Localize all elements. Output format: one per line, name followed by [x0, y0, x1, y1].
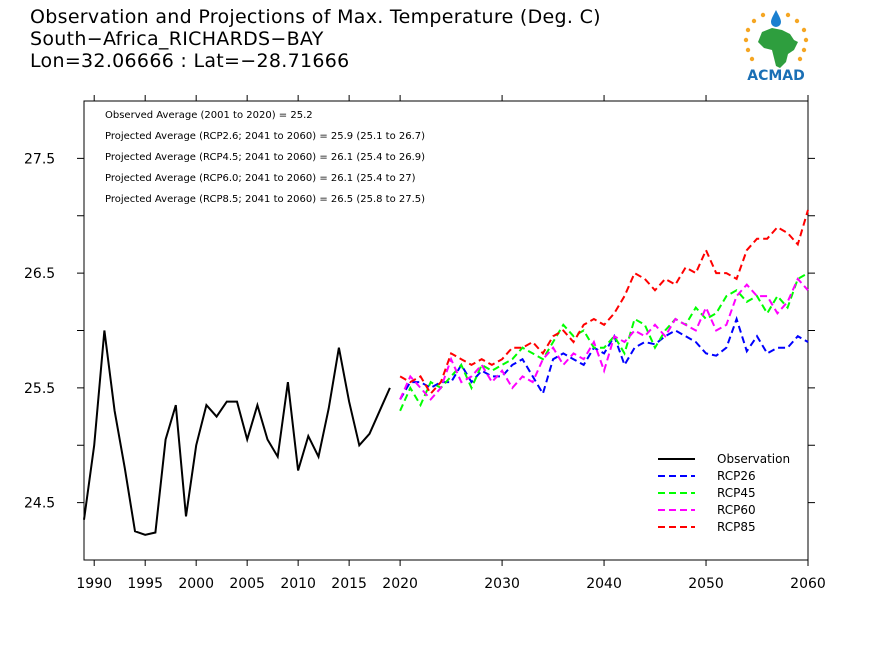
- x-tick-label: 2015: [331, 576, 367, 592]
- series-line-rcp26: [399, 315, 809, 400]
- axis-ticks: 24.5 25.5 26.5 27.5 1990 1995 2000 2005 2010 2015…: [24, 95, 826, 592]
- x-tick-label: 2040: [586, 576, 622, 592]
- x-tick-label: 2010: [280, 576, 316, 592]
- y-tick-label: 25.5: [24, 381, 55, 397]
- station-coordinates: Lon=32.06666 : Lat=−28.71666: [30, 50, 350, 72]
- series-line-rcp60: [399, 277, 809, 401]
- x-tick-label: 2030: [484, 576, 520, 592]
- chart-title: Observation and Projections of Max. Temp…: [30, 6, 601, 28]
- sun-rays-icon: [743, 12, 809, 62]
- x-tick-label: 2050: [688, 576, 724, 592]
- water-drop-icon: [771, 10, 781, 27]
- series-line-rcp45: [399, 272, 809, 412]
- legend-label: RCP60: [717, 503, 756, 517]
- plot-frame: [83, 100, 809, 561]
- y-tick-label: 27.5: [24, 151, 55, 167]
- legend-label: RCP85: [717, 520, 756, 534]
- annotation-line: Projected Average (RCP6.0; 2041 to 2060)…: [105, 173, 416, 184]
- series-lines: [83, 209, 809, 536]
- x-tick-label: 1990: [76, 576, 112, 592]
- legend-label: Observation: [717, 452, 790, 466]
- station-name: South−Africa_RICHARDS−BAY: [30, 28, 324, 50]
- annotation-line: Projected Average (RCP2.6; 2041 to 2060)…: [105, 131, 425, 142]
- x-tick-label: 2060: [790, 576, 826, 592]
- y-tick-label: 24.5: [24, 496, 55, 512]
- title-block: Observation and Projections of Max. Temp…: [30, 6, 601, 72]
- x-tick-label: 2005: [229, 576, 265, 592]
- legend: Observation RCP26 RCP45 RCP60 RCP85: [658, 452, 790, 534]
- x-tick-label: 2000: [178, 576, 214, 592]
- africa-map-icon: [758, 28, 798, 68]
- series-line-rcp85: [399, 209, 809, 396]
- legend-label: RCP26: [717, 469, 756, 483]
- annotations: Observed Average (2001 to 2020) = 25.2 Pr…: [105, 110, 425, 205]
- x-tick-label: 1995: [127, 576, 163, 592]
- annotation-line: Observed Average (2001 to 2020) = 25.2: [105, 110, 313, 121]
- acmad-logo: ACMAD: [743, 10, 809, 84]
- logo-text: ACMAD: [747, 68, 805, 84]
- y-tick-label: 26.5: [24, 266, 55, 282]
- series-line-observation: [83, 330, 391, 536]
- x-tick-label: 2020: [382, 576, 418, 592]
- legend-label: RCP45: [717, 486, 756, 500]
- annotation-line: Projected Average (RCP4.5; 2041 to 2060)…: [105, 152, 425, 163]
- annotation-line: Projected Average (RCP8.5; 2041 to 2060)…: [105, 194, 425, 205]
